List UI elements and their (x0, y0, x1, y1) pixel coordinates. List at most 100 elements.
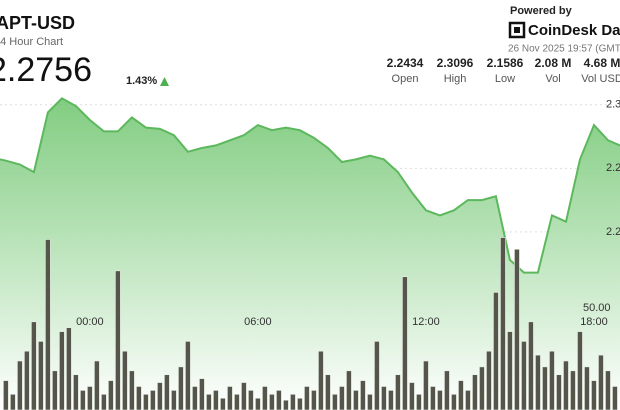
volume-bar (248, 390, 254, 410)
volume-bar (220, 397, 226, 410)
plot: 2.20 2.25 2.30 50.00 00:00 06:00 12:00 18:00 (0, 97, 620, 410)
title: APT-USD (0, 13, 75, 33)
y-tick-label: 2.25 (606, 162, 620, 174)
volume-bar (542, 366, 548, 410)
volume-bar (213, 390, 219, 410)
volume-bar (192, 386, 198, 410)
price: 2.2756 (0, 51, 92, 89)
volume-bar (430, 386, 436, 410)
volume-bar (3, 380, 9, 410)
volume-bar (297, 397, 303, 410)
volume-bar (206, 394, 212, 410)
stat-value: 2.1586 (487, 56, 524, 70)
volume-bar (234, 394, 240, 410)
volume-bar (584, 366, 590, 410)
stats: 2.2434 Open 2.3096 High 2.1586 Low 2.08 M Vol 4.… (387, 56, 620, 85)
x-tick-label: 06:00 (244, 316, 272, 328)
volume-bar (486, 350, 492, 410)
y-tick-label: 2.20 (606, 226, 620, 238)
volume-bar (73, 374, 79, 410)
volume-bar (423, 360, 429, 410)
volume-bar (500, 237, 506, 410)
volume-bar (514, 248, 520, 410)
volume-bar (402, 276, 408, 410)
stat-label: Open (392, 73, 419, 85)
volume-bar (157, 382, 163, 410)
volume-bar (472, 374, 478, 410)
volume-bar (374, 341, 380, 410)
volume-bar (178, 366, 184, 410)
volume-bar (416, 394, 422, 410)
volume-bar (311, 390, 317, 410)
volume-bar (45, 239, 51, 410)
stat-label: Vol (545, 73, 560, 85)
volume-bar (136, 386, 142, 410)
volume-bar (269, 394, 275, 410)
stat-value: 4.68 M (584, 56, 620, 70)
volume-bar (290, 394, 296, 410)
volume-bar (360, 380, 366, 410)
volume-bar (276, 390, 282, 410)
volume-bar (465, 390, 471, 410)
volume-bar (444, 370, 450, 410)
volume-bar (59, 331, 65, 410)
volume-bar (24, 350, 30, 410)
volume-bar (31, 321, 37, 410)
volume-bar (535, 354, 541, 410)
volume-bar (556, 374, 562, 410)
volume-bar (409, 382, 415, 410)
timestamp: 26 Nov 2025 19:57 (GMT (508, 44, 620, 55)
volume-bar (598, 354, 604, 410)
volume-bar (325, 374, 331, 410)
volume-bar (304, 386, 310, 410)
volume-bar (458, 380, 464, 410)
volume-bar (493, 292, 499, 410)
area-fill (0, 98, 620, 410)
x-tick-label: 12:00 (412, 316, 440, 328)
stat-label: Low (495, 73, 515, 85)
volume-bar (129, 370, 135, 410)
x-tick-label: 18:00 (580, 316, 608, 328)
volume-bar (605, 370, 611, 410)
volume-bar (388, 390, 394, 410)
volume-bar (115, 270, 121, 410)
volume-bar (87, 386, 93, 410)
volume-bar (150, 390, 156, 410)
brand: CoinDesk Data (528, 22, 620, 39)
stat-value: 2.08 M (535, 56, 572, 70)
volume-bar (395, 374, 401, 410)
volume-bar (437, 390, 443, 410)
volume-bar (255, 397, 261, 410)
volume-bar (262, 386, 268, 410)
y2-tick-label: 50.00 (583, 302, 611, 314)
volume-bar (339, 386, 345, 410)
volume-bar (108, 380, 114, 410)
volume-bar (283, 399, 289, 410)
volume-bar (17, 360, 23, 410)
volume-bar (122, 350, 128, 410)
change: 1.43% (126, 75, 157, 87)
up-arrow (160, 77, 169, 86)
volume-bar (521, 341, 527, 410)
volume-bar (101, 394, 107, 410)
volume-bar (143, 394, 149, 410)
volume-bar (549, 350, 555, 410)
volume-bar (171, 390, 177, 410)
volume-bar (479, 366, 485, 410)
volume-bar (381, 386, 387, 410)
volume-bar (66, 327, 72, 410)
volume-bar (346, 370, 352, 410)
volume-bar (185, 341, 191, 410)
volume-bar (528, 321, 534, 410)
volume-bar (227, 386, 233, 410)
volume-bar (80, 390, 86, 410)
stat-label: Vol USD (581, 73, 620, 85)
volume-bar (353, 390, 359, 410)
volume-bar (563, 360, 569, 410)
volume-bar (94, 360, 100, 410)
volume-bar (199, 378, 205, 410)
volume-bar (241, 382, 247, 410)
volume-bar (577, 331, 583, 410)
volume-bar (570, 370, 576, 410)
volume-bar (10, 394, 16, 410)
